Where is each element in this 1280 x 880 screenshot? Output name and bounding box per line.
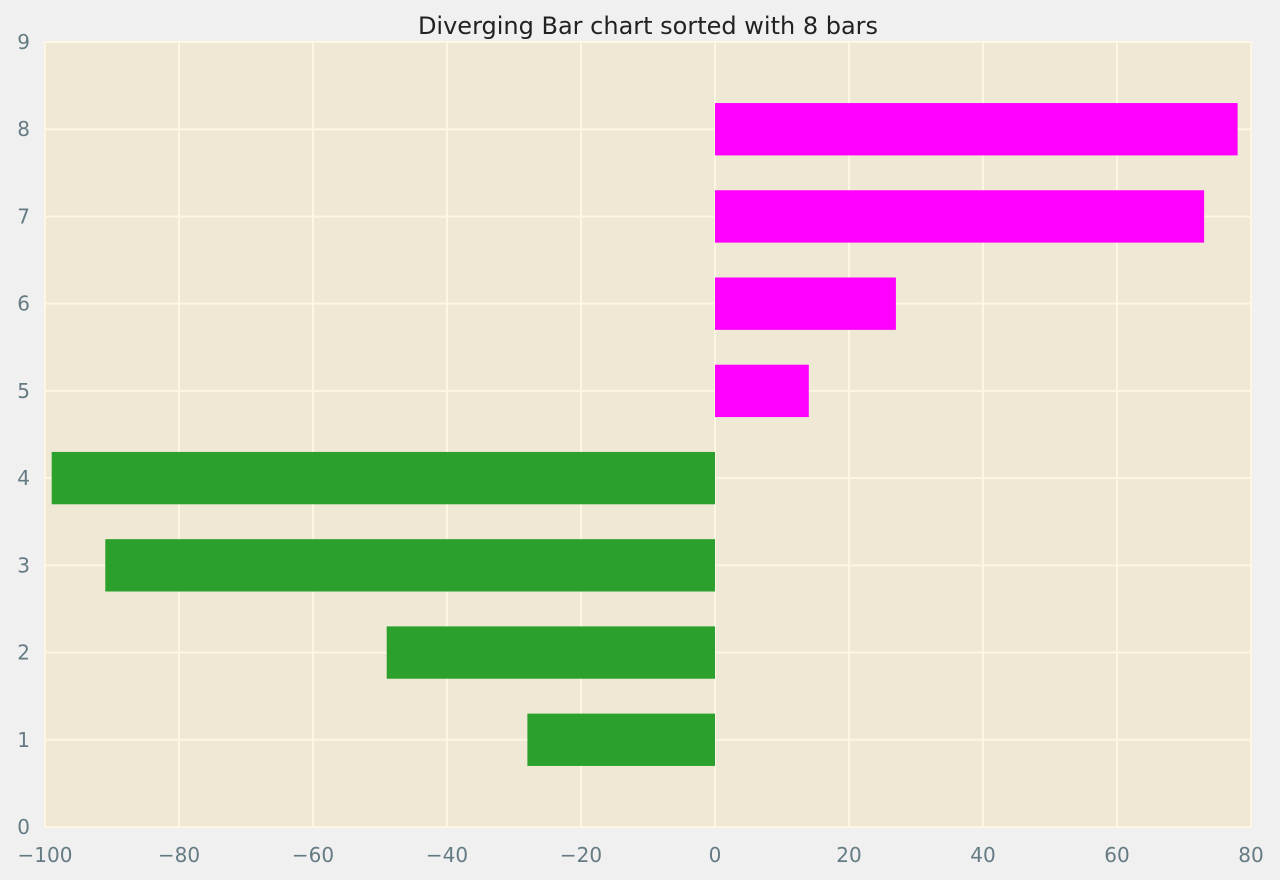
y-tick-label: 2 xyxy=(17,641,30,665)
x-axis-ticks: −100 −80 −60 −40 −20 0 20 40 60 80 xyxy=(18,843,1264,867)
bar-8 xyxy=(715,103,1238,156)
bar-3 xyxy=(105,539,716,592)
x-tick-label: 80 xyxy=(1238,843,1263,867)
y-tick-label: 8 xyxy=(17,117,30,141)
x-tick-label: −80 xyxy=(158,843,200,867)
bar-5 xyxy=(715,364,809,418)
y-tick-label: 3 xyxy=(17,553,30,577)
plot-area xyxy=(45,42,1251,827)
bars xyxy=(51,103,1238,766)
y-tick-label: 6 xyxy=(17,292,30,316)
bar-4 xyxy=(51,451,715,505)
y-tick-label: 5 xyxy=(17,379,30,403)
y-tick-label: 0 xyxy=(17,815,30,839)
bar-7 xyxy=(715,190,1205,243)
bar-6 xyxy=(715,277,896,330)
x-tick-label: 20 xyxy=(836,843,861,867)
x-tick-label: 0 xyxy=(709,843,722,867)
chart-title: Diverging Bar chart sorted with 8 bars xyxy=(418,12,878,40)
x-tick-label: −100 xyxy=(18,843,73,867)
y-axis-ticks: 0 1 2 3 4 5 6 7 8 9 xyxy=(17,30,30,839)
x-tick-label: 40 xyxy=(970,843,995,867)
x-tick-label: −20 xyxy=(560,843,602,867)
y-tick-label: 4 xyxy=(17,466,30,490)
y-tick-label: 7 xyxy=(17,204,30,228)
x-tick-label: −40 xyxy=(426,843,468,867)
bar-1 xyxy=(527,713,715,766)
x-tick-label: −60 xyxy=(292,843,334,867)
bar-2 xyxy=(386,626,715,679)
y-tick-label: 9 xyxy=(17,30,30,54)
x-tick-label: 60 xyxy=(1104,843,1129,867)
y-tick-label: 1 xyxy=(17,728,30,752)
